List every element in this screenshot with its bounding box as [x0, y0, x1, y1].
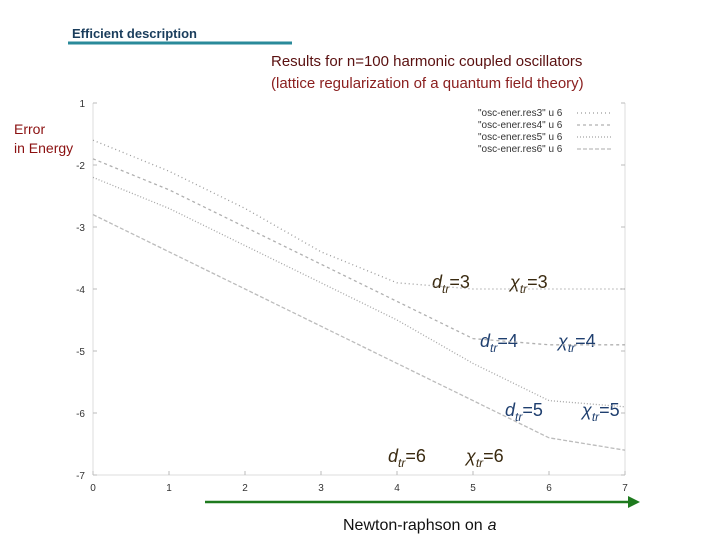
annotation: χtr=6 — [464, 446, 504, 470]
chart-title: Results for n=100 harmonic coupled oscil… — [271, 53, 582, 70]
legend-label: "osc-ener.res6" u 6 — [478, 144, 563, 155]
annotation-subscript: tr — [520, 282, 528, 296]
annotation-value: =6 — [483, 446, 504, 466]
x-tick-label: 4 — [394, 483, 400, 494]
annotation-symbol: χ — [508, 272, 521, 292]
annotation-value: =6 — [405, 446, 426, 466]
legend-label: "osc-ener.res5" u 6 — [478, 132, 563, 143]
y-axis-label: in Energy — [14, 140, 73, 156]
chart-subtitle: (lattice regularization of a quantum fie… — [271, 75, 584, 92]
x-axis-label: a — [488, 517, 497, 534]
series-line — [92, 176, 626, 408]
annotation: χtr=4 — [556, 331, 596, 355]
y-axis-label: Error — [14, 121, 45, 137]
annotation-value: =3 — [449, 272, 470, 292]
legend-label: "osc-ener.res3" u 6 — [478, 108, 563, 119]
header: Efficient description — [72, 26, 197, 41]
annotation-value: =5 — [599, 400, 620, 420]
annotation-value: =4 — [575, 331, 596, 351]
annotation-value: =5 — [522, 400, 543, 420]
legend-label: "osc-ener.res4" u 6 — [478, 120, 563, 131]
annotation-subscript: tr — [490, 341, 498, 355]
annotation-symbol: d — [505, 400, 516, 420]
y-tick-label: -2 — [76, 161, 85, 172]
annotation-symbol: d — [388, 446, 399, 466]
x-axis-label: Newton-raphson on — [343, 517, 483, 534]
x-tick-label: 2 — [242, 483, 248, 494]
y-tick-label: -3 — [76, 223, 85, 234]
annotation-subscript: tr — [592, 410, 600, 424]
x-tick-label: 7 — [622, 483, 628, 494]
x-tick-label: 1 — [166, 483, 172, 494]
annotation-subscript: tr — [398, 456, 406, 470]
annotation: χtr=3 — [508, 272, 548, 296]
annotation-value: =4 — [497, 331, 518, 351]
y-tick-label: -7 — [76, 471, 85, 482]
annotation: dtr=4 — [480, 331, 518, 355]
annotation-subscript: tr — [442, 282, 450, 296]
x-arrow-head — [628, 496, 640, 508]
annotation: dtr=6 — [388, 446, 426, 470]
annotation-subscript: tr — [476, 456, 484, 470]
annotation-symbol: d — [480, 331, 491, 351]
annotation-symbol: χ — [556, 331, 569, 351]
y-tick-label: -6 — [76, 409, 85, 420]
y-tick-label: 1 — [79, 99, 85, 110]
annotation: dtr=3 — [432, 272, 470, 296]
y-tick-label: -4 — [76, 285, 85, 296]
x-tick-label: 0 — [90, 483, 96, 494]
x-tick-label: 3 — [318, 483, 324, 494]
series-line — [92, 214, 626, 451]
annotation: χtr=5 — [580, 400, 620, 424]
x-tick-label: 5 — [470, 483, 476, 494]
annotation-subscript: tr — [515, 410, 523, 424]
annotation: dtr=5 — [505, 400, 543, 424]
x-axis-label: Newton-raphson on a — [343, 517, 497, 534]
annotation-symbol: d — [432, 272, 443, 292]
annotation-symbol: χ — [580, 400, 593, 420]
annotation-subscript: tr — [568, 341, 576, 355]
series-line — [92, 139, 625, 290]
y-tick-label: -5 — [76, 347, 85, 358]
annotation-symbol: χ — [464, 446, 477, 466]
x-tick-label: 6 — [546, 483, 552, 494]
annotation-value: =3 — [527, 272, 548, 292]
series-line — [92, 158, 625, 346]
